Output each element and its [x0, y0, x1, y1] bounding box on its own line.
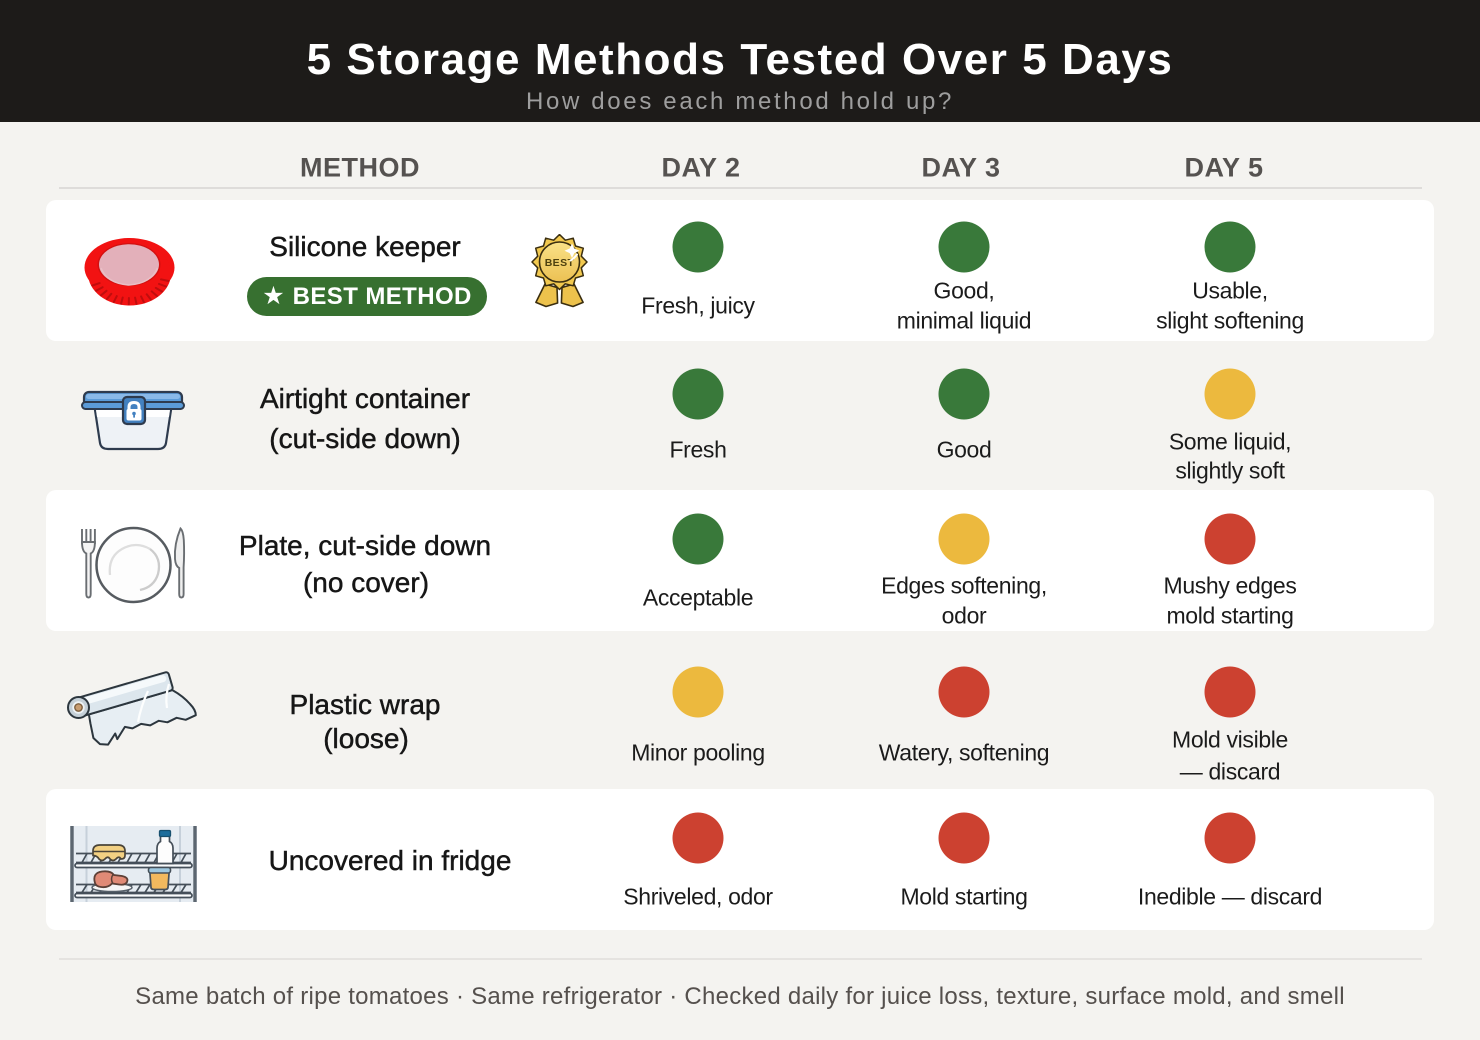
svg-text:BEST: BEST	[545, 257, 575, 269]
